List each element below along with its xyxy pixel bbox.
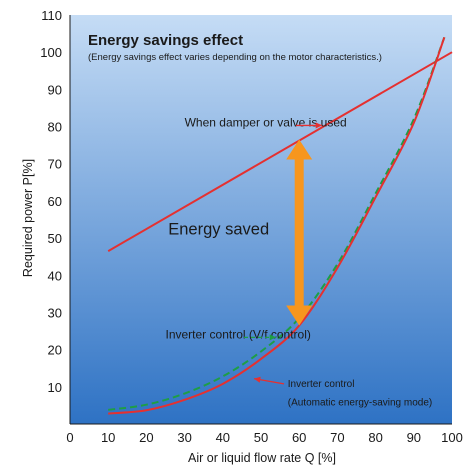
x-tick-label: 40 [216, 430, 230, 445]
y-tick-label: 10 [48, 380, 62, 395]
y-tick-label: 60 [48, 194, 62, 209]
y-tick-label: 80 [48, 120, 62, 135]
y-tick-label: 110 [41, 8, 62, 23]
y-tick-label: 100 [40, 45, 62, 60]
inverter-auto-mode-label: (Automatic energy-saving mode) [288, 397, 433, 408]
x-axis-label: Air or liquid flow rate Q [%] [188, 451, 336, 465]
y-tick-label: 70 [48, 157, 62, 172]
x-tick-label: 60 [292, 430, 306, 445]
x-tick-label: 100 [441, 430, 463, 445]
inverter-vf-line [108, 36, 446, 411]
inverter-auto-pointer [253, 376, 285, 385]
x-tick-label: 0 [66, 430, 73, 445]
x-tick-label: 90 [407, 430, 421, 445]
inverter-vf-label: Inverter control (V/f control) [166, 327, 311, 341]
annotation-layer: When damper or valve is used Energy saved… [166, 116, 433, 409]
damper-valve-pointer [296, 122, 322, 129]
y-axis-label: Required power P[%] [21, 159, 35, 277]
y-tick-label: 40 [48, 268, 62, 283]
energy-saved-arrow-layer [286, 139, 313, 326]
energy-saved-label: Energy saved [168, 220, 269, 238]
x-tick-label: 30 [177, 430, 191, 445]
inverter-vf-pointer [244, 334, 276, 341]
y-tick-label: 20 [48, 343, 62, 358]
chart-subtitle: (Energy savings effect varies depending … [88, 52, 382, 63]
damper-valve-label: When damper or valve is used [185, 116, 347, 130]
energy-saved-arrow [286, 139, 313, 326]
x-tick-label: 20 [139, 430, 153, 445]
damper-valve-line [107, 51, 453, 252]
y-tick-label: 90 [48, 82, 62, 97]
series-layer [107, 36, 453, 415]
x-tick-label: 70 [330, 430, 344, 445]
x-tick-label: 50 [254, 430, 268, 445]
x-tick-label: 10 [101, 430, 115, 445]
axis-ticks: 0 10 20 30 40 50 60 70 80 90 100 10 20 30 40 50 60 70 80 90… [40, 8, 463, 445]
inverter-auto-label: Inverter control [288, 379, 355, 390]
chart-title: Energy savings effect [88, 32, 243, 49]
y-tick-label: 30 [48, 305, 62, 320]
x-tick-label: 80 [368, 430, 382, 445]
inverter-auto-line [108, 36, 446, 415]
plot-area [70, 15, 452, 424]
y-tick-label: 50 [48, 231, 62, 246]
